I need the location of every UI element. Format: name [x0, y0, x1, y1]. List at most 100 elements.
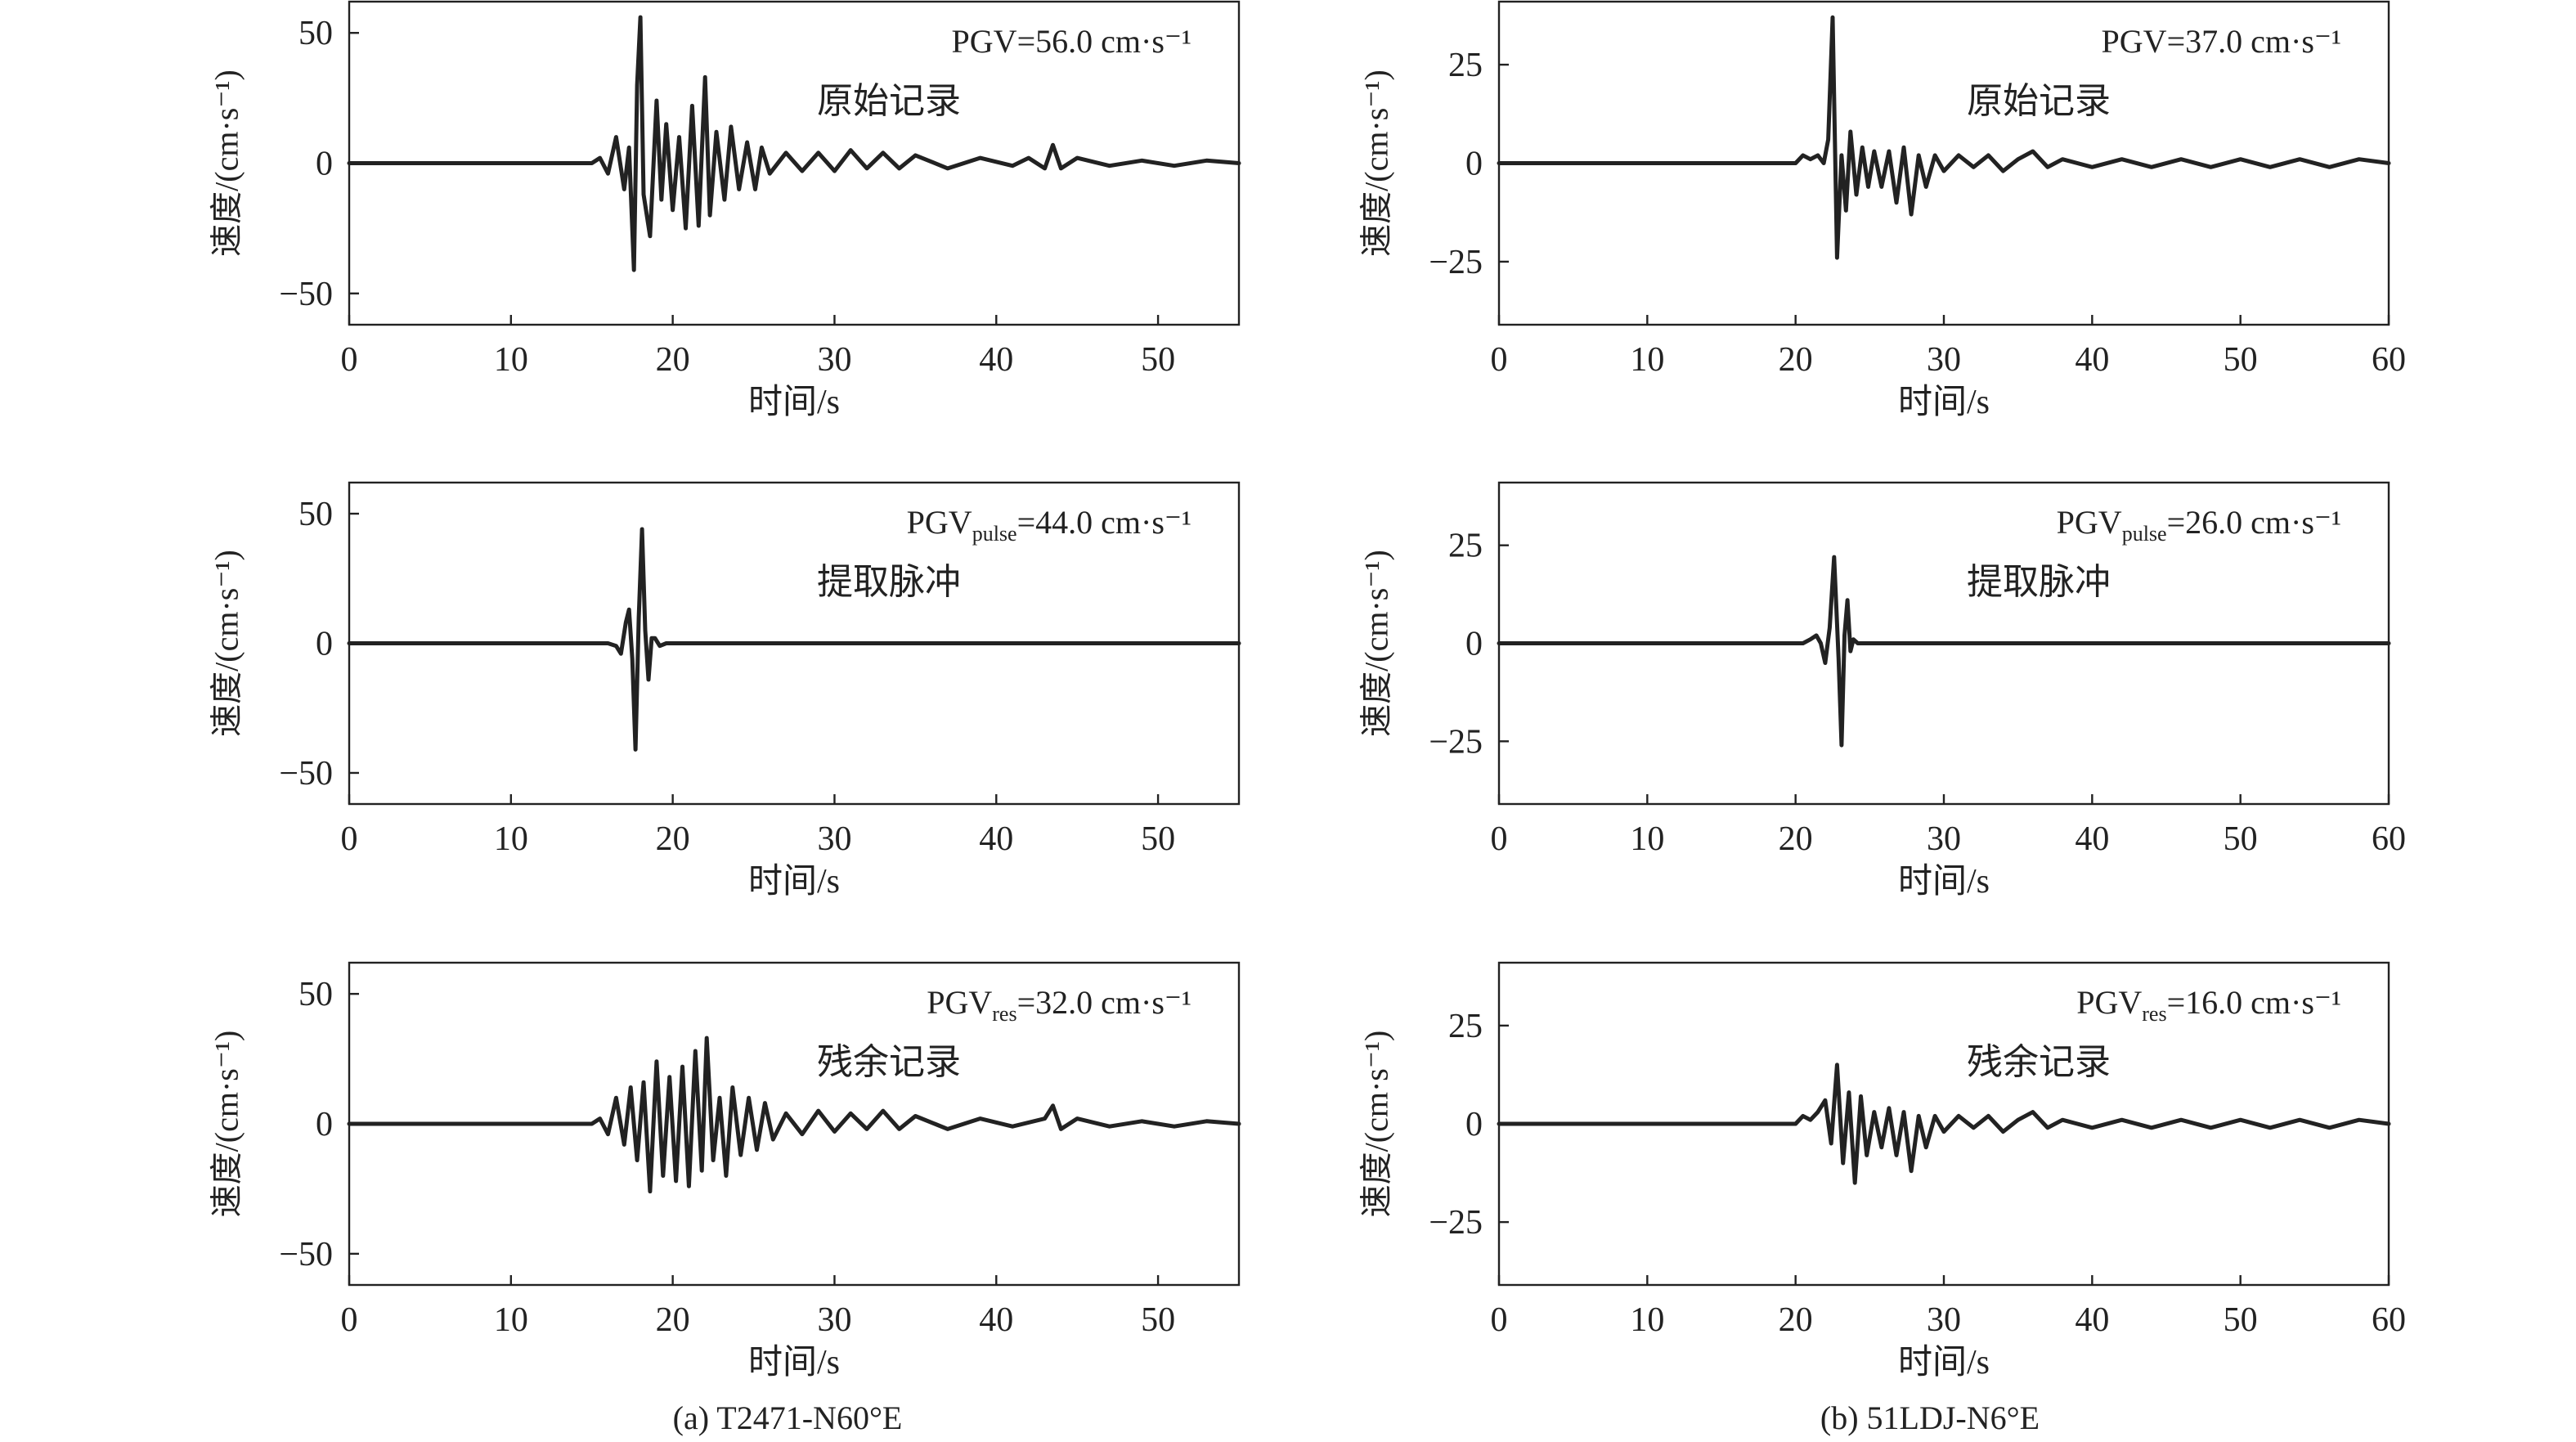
pgv-annotation: PGVres=32.0 cm·s⁻¹ — [927, 984, 1192, 1026]
x-tick-label: 50 — [1141, 820, 1175, 858]
x-tick-label: 20 — [1779, 1301, 1813, 1339]
record-label: 残余记录 — [817, 1042, 961, 1082]
record-label: 残余记录 — [1967, 1042, 2111, 1082]
x-axis-label: 时间/s — [1898, 1344, 1990, 1381]
y-tick-label: −50 — [279, 1236, 333, 1274]
x-tick-label: 60 — [2372, 341, 2406, 379]
velocity-trace-a-1 — [347, 15, 1241, 272]
x-tick-label: 30 — [817, 1301, 851, 1339]
x-tick-label: 10 — [1630, 1301, 1664, 1339]
pgv-subscript: pulse — [972, 522, 1017, 546]
pgv-value: =16.0 cm·s⁻¹ — [2167, 984, 2341, 1021]
x-tick-label: 0 — [341, 341, 358, 379]
y-axis-label: 速度/(cm·s⁻¹) — [1358, 70, 1395, 257]
x-tick-label: 0 — [1491, 820, 1508, 858]
x-axis-label: 时间/s — [1898, 384, 1990, 421]
x-tick-label: 40 — [979, 820, 1013, 858]
y-tick-label: 0 — [316, 1106, 333, 1143]
pgv-subscript: res — [2142, 1002, 2166, 1026]
y-axis-label: 速度/(cm·s⁻¹) — [209, 1031, 245, 1218]
x-tick-label: 50 — [2224, 1301, 2258, 1339]
panel-b-2: 0 10 20 30 40 50 60 −25 0 25 时间/s 速度/(cm·s⁻¹) PGVpul… — [1358, 481, 2406, 901]
pgv-annotation: PGVpulse=26.0 cm·s⁻¹ — [2057, 504, 2341, 546]
y-tick-label: 25 — [1448, 47, 1483, 84]
pgv-main: PGV — [2102, 23, 2167, 60]
panel-a-1: 0 10 20 30 40 50−50050时间/s速度/(cm·s⁻¹)PGV=56.0… — [209, 0, 1241, 421]
record-label: 原始记录 — [817, 81, 961, 121]
pgv-annotation: PGV=56.0 cm·s⁻¹ — [952, 23, 1192, 60]
y-tick-label: −25 — [1429, 723, 1483, 761]
pgv-annotation: PGVpulse=44.0 cm·s⁻¹ — [907, 504, 1192, 546]
x-tick-label: 50 — [1141, 341, 1175, 379]
y-tick-label: 50 — [298, 15, 333, 52]
pgv-main: PGV — [2076, 984, 2142, 1021]
velocity-trace-a-3 — [347, 1035, 1241, 1194]
y-tick-label: 50 — [298, 976, 333, 1013]
x-axis-label: 时间/s — [748, 863, 840, 901]
velocity-trace-b-3 — [1497, 1062, 2391, 1185]
pgv-value: =26.0 cm·s⁻¹ — [2167, 504, 2341, 541]
x-tick-label: 0 — [1491, 1301, 1508, 1339]
pgv-annotation: PGV=37.0 cm·s⁻¹ — [2102, 23, 2341, 60]
y-tick-label: −50 — [279, 276, 333, 313]
y-tick-label: 0 — [316, 626, 333, 663]
x-tick-label: 50 — [1141, 1301, 1175, 1339]
x-tick-label: 40 — [2075, 820, 2109, 858]
x-tick-label: 40 — [2075, 341, 2109, 379]
y-tick-label: 0 — [1465, 626, 1483, 663]
x-axis-label: 时间/s — [748, 384, 840, 421]
x-tick-label: 50 — [2224, 820, 2258, 858]
panel-a-3: 0 10 20 30 40 50−50050时间/s速度/(cm·s⁻¹)PGVres=3… — [209, 961, 1241, 1381]
x-tick-label: 60 — [2372, 820, 2406, 858]
y-tick-label: −25 — [1429, 244, 1483, 281]
x-tick-label: 0 — [341, 820, 358, 858]
y-tick-label: 25 — [1448, 528, 1483, 565]
x-tick-label: 30 — [1927, 1301, 1961, 1339]
x-tick-label: 0 — [341, 1301, 358, 1339]
x-tick-label: 40 — [979, 341, 1013, 379]
x-tick-label: 20 — [656, 1301, 690, 1339]
caption-b: (b) 51LDJ-N6°E — [1820, 1399, 2040, 1436]
velocity-trace-b-2 — [1497, 555, 2391, 748]
x-tick-label: 30 — [1927, 820, 1961, 858]
y-tick-label: 25 — [1448, 1008, 1483, 1045]
x-tick-label: 10 — [1630, 820, 1664, 858]
x-tick-label: 60 — [2372, 1301, 2406, 1339]
pgv-main: PGV — [927, 984, 992, 1021]
pgv-subscript: pulse — [2122, 522, 2167, 546]
y-axis-label: 速度/(cm·s⁻¹) — [1358, 1031, 1395, 1218]
y-axis-label: 速度/(cm·s⁻¹) — [209, 70, 245, 257]
record-label: 提取脉冲 — [817, 562, 961, 602]
pgv-value: =32.0 cm·s⁻¹ — [1017, 984, 1192, 1021]
y-tick-label: −25 — [1429, 1204, 1483, 1242]
y-tick-label: 0 — [316, 146, 333, 183]
y-axis-label: 速度/(cm·s⁻¹) — [209, 550, 245, 737]
pgv-main: PGV — [2057, 504, 2122, 541]
pgv-value: =44.0 cm·s⁻¹ — [1017, 504, 1192, 541]
x-axis-label: 时间/s — [1898, 863, 1990, 901]
panel-b-1: 0 10 20 30 40 50 60 −25 0 25 时间/s 速度/(cm·s⁻¹) PGV=37… — [1358, 0, 2406, 421]
pgv-subscript: res — [992, 1002, 1016, 1026]
pgv-value: =37.0 cm·s⁻¹ — [2167, 23, 2341, 60]
x-tick-label: 20 — [1779, 341, 1813, 379]
velocity-trace-a-2 — [347, 527, 1241, 752]
caption-a: (a) T2471-N60°E — [673, 1399, 903, 1436]
y-tick-label: 50 — [298, 496, 333, 533]
x-tick-label: 50 — [2224, 341, 2258, 379]
pgv-main: PGV — [907, 504, 972, 541]
x-tick-label: 10 — [494, 820, 528, 858]
pgv-annotation: PGVres=16.0 cm·s⁻¹ — [2076, 984, 2341, 1026]
x-tick-label: 0 — [1491, 341, 1508, 379]
pgv-main: PGV — [952, 23, 1017, 60]
x-tick-label: 10 — [1630, 341, 1664, 379]
x-tick-label: 20 — [656, 341, 690, 379]
record-label: 提取脉冲 — [1967, 562, 2111, 602]
x-tick-label: 30 — [817, 341, 851, 379]
x-tick-label: 20 — [656, 820, 690, 858]
x-tick-label: 40 — [2075, 1301, 2109, 1339]
y-tick-label: −50 — [279, 755, 333, 793]
pgv-value: =56.0 cm·s⁻¹ — [1017, 23, 1192, 60]
y-axis-label: 速度/(cm·s⁻¹) — [1358, 550, 1395, 737]
x-tick-label: 10 — [494, 1301, 528, 1339]
